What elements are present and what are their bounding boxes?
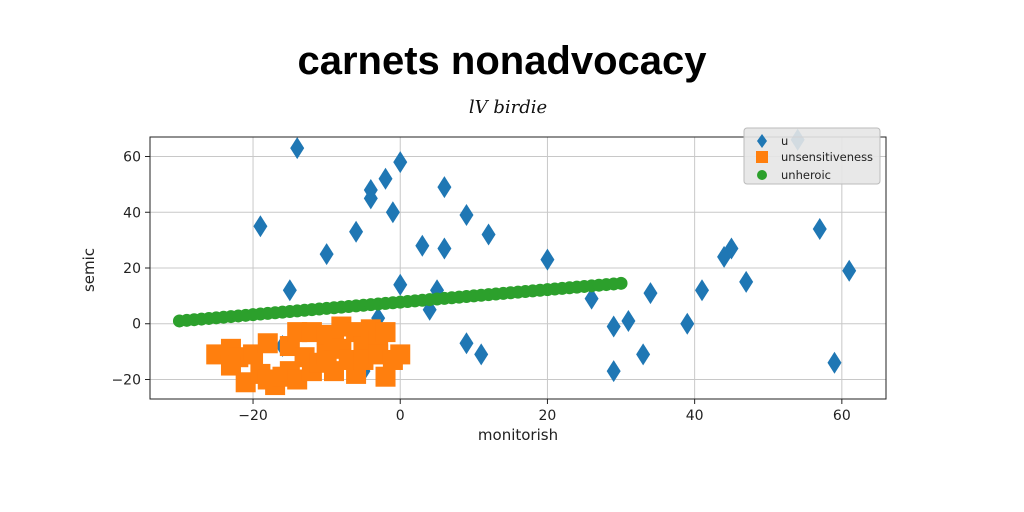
diamond-point [643,282,658,305]
diamond-point [415,234,430,257]
diamond-point [363,187,378,210]
diamond-point [459,204,474,227]
ticks: −20 0 20 40 60 −20 0 20 40 60 [111,150,850,424]
x-axis-label: monitorish [478,426,558,444]
legend-marker-unheroic [757,170,767,180]
series-u [253,128,857,383]
diamond-point [253,215,268,238]
diamond-point [282,279,297,302]
x-tick-label: 40 [686,408,704,424]
legend-item-unheroic: unheroic [757,168,831,182]
diamond-point [606,360,621,383]
diamond-point [540,248,555,271]
diamond-point [724,237,739,260]
diamond-point [842,259,857,282]
diamond-point [812,217,827,240]
square-point [390,344,411,365]
y-axis-label: semic [80,248,98,292]
diamond-point [437,176,452,199]
chart-subtitle: lV birdie [469,97,547,118]
series-layer [172,128,857,396]
legend-label-unheroic: unheroic [781,168,831,182]
diamond-point [459,332,474,355]
diamond-point [319,243,334,266]
diamond-point [290,137,305,160]
legend-box [743,127,881,185]
y-tick-label: 60 [123,150,141,166]
square-point [375,322,396,343]
diamond-point [827,351,842,374]
series-unsensitiveness [206,316,411,396]
diamond-point [621,309,636,332]
legend-item-unsensitiveness: unsensitiveness [756,150,873,164]
y-tick-label: 0 [132,317,141,333]
legend-label-unsensitiveness: unsensitiveness [781,150,873,164]
diamond-point [695,279,709,302]
diamond-point [606,315,621,338]
y-tick-label: 40 [123,205,141,221]
legend-label-u: u [781,134,788,148]
diamond-point [636,343,651,366]
diamond-point [739,270,754,293]
y-tick-label: −20 [111,372,141,388]
diamond-point [349,220,364,243]
x-tick-label: 0 [396,408,405,424]
x-tick-label: 60 [833,408,851,424]
diamond-point [393,151,408,174]
legend-marker-u [757,134,767,148]
y-tick-label: 20 [123,261,141,277]
chart-title: carnets nonadvocacy [297,39,707,83]
diamond-point [378,167,393,190]
x-tick-label: −20 [238,408,268,424]
legend-item-u: u [757,134,788,148]
legend: u unsensitiveness unheroic [743,127,881,185]
series-unheroic [172,276,628,328]
diamond-point [393,273,408,296]
diamond-point [584,287,599,310]
diamond-point [385,201,400,224]
diamond-point [717,245,732,268]
square-point [257,333,278,354]
square-point [375,366,396,387]
square-point [220,355,241,376]
legend-marker-unsensitiveness [756,151,768,163]
circle-point [614,276,628,290]
diamond-point [437,237,452,260]
x-tick-label: 20 [539,408,557,424]
diamond-point [474,343,489,366]
diamond-point [680,312,695,335]
diamond-point [481,223,496,246]
